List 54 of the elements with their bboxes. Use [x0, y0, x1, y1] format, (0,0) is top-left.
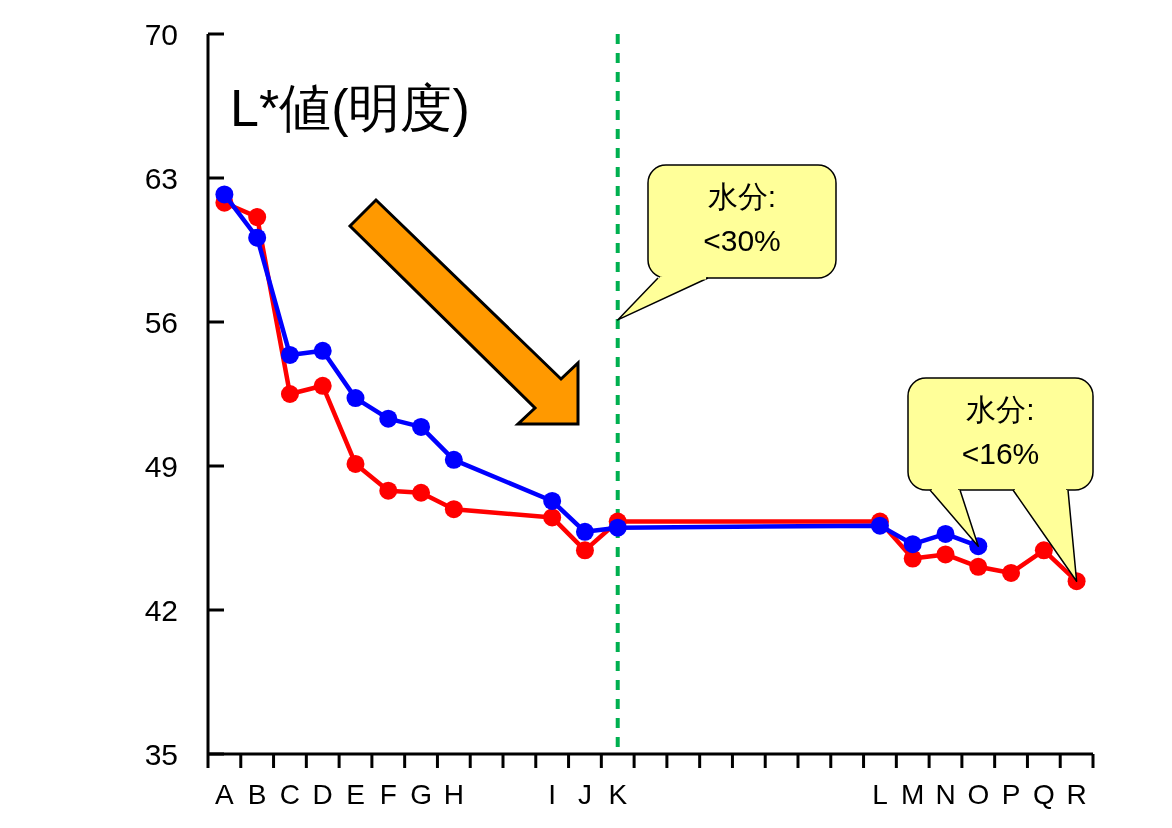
point — [346, 389, 365, 408]
y-tick-label: 56 — [144, 305, 178, 339]
x-tick-label: L — [872, 779, 888, 810]
point — [379, 481, 398, 500]
point — [248, 208, 267, 227]
x-tick-label: B — [247, 779, 267, 810]
text: L*値(明度) — [230, 79, 470, 137]
x-tick-label: A — [215, 779, 235, 810]
x-tick-label: P — [1001, 779, 1021, 810]
point — [215, 185, 234, 204]
x-tick-label: F — [379, 779, 397, 810]
annotation: 水分: <30% — [703, 180, 781, 257]
point — [543, 491, 562, 510]
x-tick-label: Q — [1032, 779, 1055, 810]
point — [575, 522, 594, 541]
x-tick-label: H — [443, 779, 464, 810]
y-tick-label: 49 — [144, 449, 178, 483]
point — [444, 500, 463, 519]
y-tick-label: 42 — [144, 593, 178, 627]
x-tick-label: O — [967, 779, 990, 810]
y-tick-label: 35 — [144, 737, 178, 771]
y-tick-label: 63 — [144, 161, 178, 195]
point — [1034, 541, 1053, 560]
point — [280, 345, 299, 364]
point — [903, 535, 922, 554]
point — [444, 450, 463, 469]
point — [313, 376, 332, 395]
x-tick-label: K — [608, 779, 628, 810]
point — [936, 545, 955, 564]
x-tick-label: J — [577, 779, 592, 810]
point — [575, 541, 594, 560]
point — [543, 508, 562, 527]
x-tick-label: R — [1066, 779, 1087, 810]
x-tick-label: I — [548, 779, 557, 810]
point — [1002, 563, 1021, 582]
point — [608, 518, 627, 537]
x-tick-label: M — [901, 779, 925, 810]
point — [379, 409, 398, 428]
point — [412, 417, 431, 436]
annotation: 水分: <16% — [961, 393, 1040, 470]
point — [870, 516, 889, 535]
x-tick-label: C — [279, 779, 301, 810]
point — [313, 341, 332, 360]
x-tick-label: E — [346, 779, 365, 810]
point — [969, 557, 988, 576]
point — [936, 524, 955, 543]
x-tick-label: G — [410, 779, 432, 810]
point — [280, 385, 299, 403]
point — [346, 454, 365, 473]
y-tick-label: 70 — [144, 17, 178, 51]
x-tick-label: D — [312, 779, 333, 810]
point — [412, 483, 431, 502]
x-tick-label: N — [935, 779, 956, 810]
point — [248, 228, 267, 247]
